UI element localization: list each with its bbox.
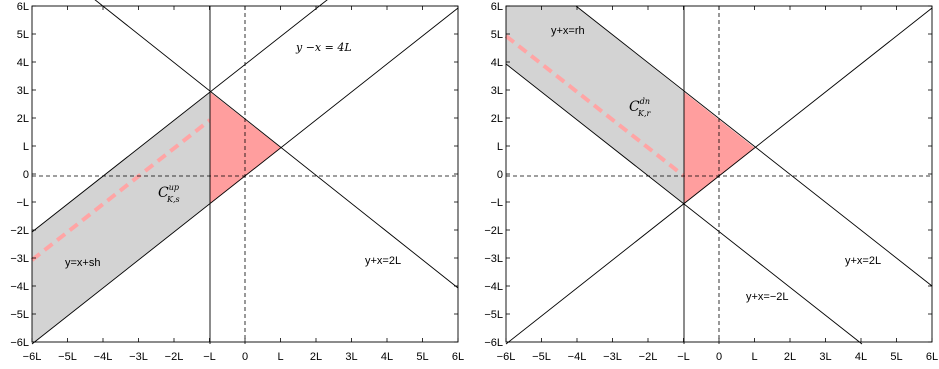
right-line-y-plus-x-eq-4L — [575, 5, 933, 287]
left-y-tick-label: 2L — [17, 113, 29, 125]
right-x-tick-label: −2L — [639, 351, 658, 363]
left-x-tick-label: −4L — [94, 351, 113, 363]
left-line-y-plus-x-eq-2L — [94, 0, 459, 289]
left-x-tick-label: 3L — [345, 351, 357, 363]
left-y-tick-label: L — [23, 141, 29, 153]
right-x-tick-label: 0 — [716, 351, 722, 363]
left-y-tick-label: −L — [16, 197, 29, 209]
left-y-tick-label: −3L — [10, 253, 29, 265]
left-x-tick-label: −5L — [58, 351, 77, 363]
right-pink-dashed-line — [504, 34, 686, 178]
left-line-y-minus-x-eq-4L — [31, 0, 328, 233]
right-x-tick-label: L — [751, 351, 757, 363]
left-label-y-minus-x-4L: y −x = 4L — [295, 41, 352, 54]
left-region-label: Cup K,s — [158, 183, 180, 204]
right-x-tick-label: 2L — [784, 351, 796, 363]
left-y-tick-label: −5L — [10, 309, 29, 321]
left-x-tick-label: 6L — [452, 351, 464, 363]
right-label-y-plus-x-minus-2L: y+x=−2L — [746, 291, 789, 303]
right-line-y-minus-x-eq-0 — [505, 7, 933, 345]
left-x-tick-label: −L — [203, 351, 216, 363]
right-label-y-plus-x-2L: y+x=2L — [845, 255, 881, 267]
right-y-tick-label: L — [497, 141, 503, 153]
left-x-tick-label: L — [277, 351, 283, 363]
right-x-tick-label: −3L — [603, 351, 622, 363]
right-y-tick-label: 6L — [491, 1, 503, 13]
right-x-tick-label: −6L — [497, 351, 516, 363]
right-x-tick-label: −4L — [568, 351, 587, 363]
left-label-y-plus-x-2L: y+x=2L — [365, 255, 401, 267]
left-x-tick-label: 5L — [416, 351, 428, 363]
left-panel: y −x = 4L y=x+sh y+x=2L Cup K,s — [30, 0, 459, 345]
right-label-y-plus-x-rh: y+x=rh — [551, 25, 585, 37]
right-region-label: Cdn K,r — [629, 97, 652, 118]
left-y-tick-label: 4L — [17, 57, 29, 69]
left-label-y-eq-x-plus-sh: y=x+sh — [65, 257, 100, 269]
right-y-tick-label: 2L — [491, 113, 503, 125]
right-y-tick-label: 4L — [491, 57, 503, 69]
left-x-tick-label: −3L — [129, 351, 148, 363]
right-x-tick-label: 5L — [890, 351, 902, 363]
right-y-tick-label: −L — [490, 197, 503, 209]
left-x-tick-label: −2L — [165, 351, 184, 363]
left-y-tick-label: −2L — [10, 225, 29, 237]
left-y-tick-label: −4L — [10, 281, 29, 293]
right-x-tick-label: −L — [677, 351, 690, 363]
right-red-region — [684, 92, 755, 204]
left-x-tick-label: −6L — [23, 351, 42, 363]
right-y-tick-label: −2L — [484, 225, 503, 237]
left-red-region — [210, 92, 281, 204]
left-x-tick-label: 0 — [242, 351, 248, 363]
left-x-tick-label: 4L — [381, 351, 393, 363]
left-x-tick-label: 2L — [310, 351, 322, 363]
right-x-tick-label: 6L — [926, 351, 938, 363]
right-y-tick-label: −4L — [484, 281, 503, 293]
right-x-tick-label: 3L — [819, 351, 831, 363]
right-y-tick-label: −6L — [484, 337, 503, 349]
axis-ticks: −6L −5L −4L −3L −2L −L 0 L 2L 3L 4L 5L 6L 6L 5L 4L 3L 2L L… — [10, 1, 938, 363]
right-y-tick-label: 5L — [491, 29, 503, 41]
right-y-tick-label: −3L — [484, 253, 503, 265]
right-y-tick-label: 0 — [497, 169, 503, 181]
right-panel: y+x=rh y+x=2L y+x=−2L Cdn K,r — [504, 5, 933, 345]
left-y-tick-label: 5L — [17, 29, 29, 41]
left-y-tick-label: 3L — [17, 85, 29, 97]
left-line-y-minus-x-eq-0 — [31, 7, 459, 345]
right-y-tick-label: −5L — [484, 309, 503, 321]
right-x-tick-label: −5L — [532, 351, 551, 363]
left-y-tick-label: 6L — [17, 1, 29, 13]
right-x-tick-label: 4L — [855, 351, 867, 363]
left-pink-dashed-line — [30, 118, 212, 262]
right-y-tick-label: 3L — [491, 85, 503, 97]
left-y-tick-label: −6L — [10, 337, 29, 349]
left-y-tick-label: 0 — [23, 169, 29, 181]
